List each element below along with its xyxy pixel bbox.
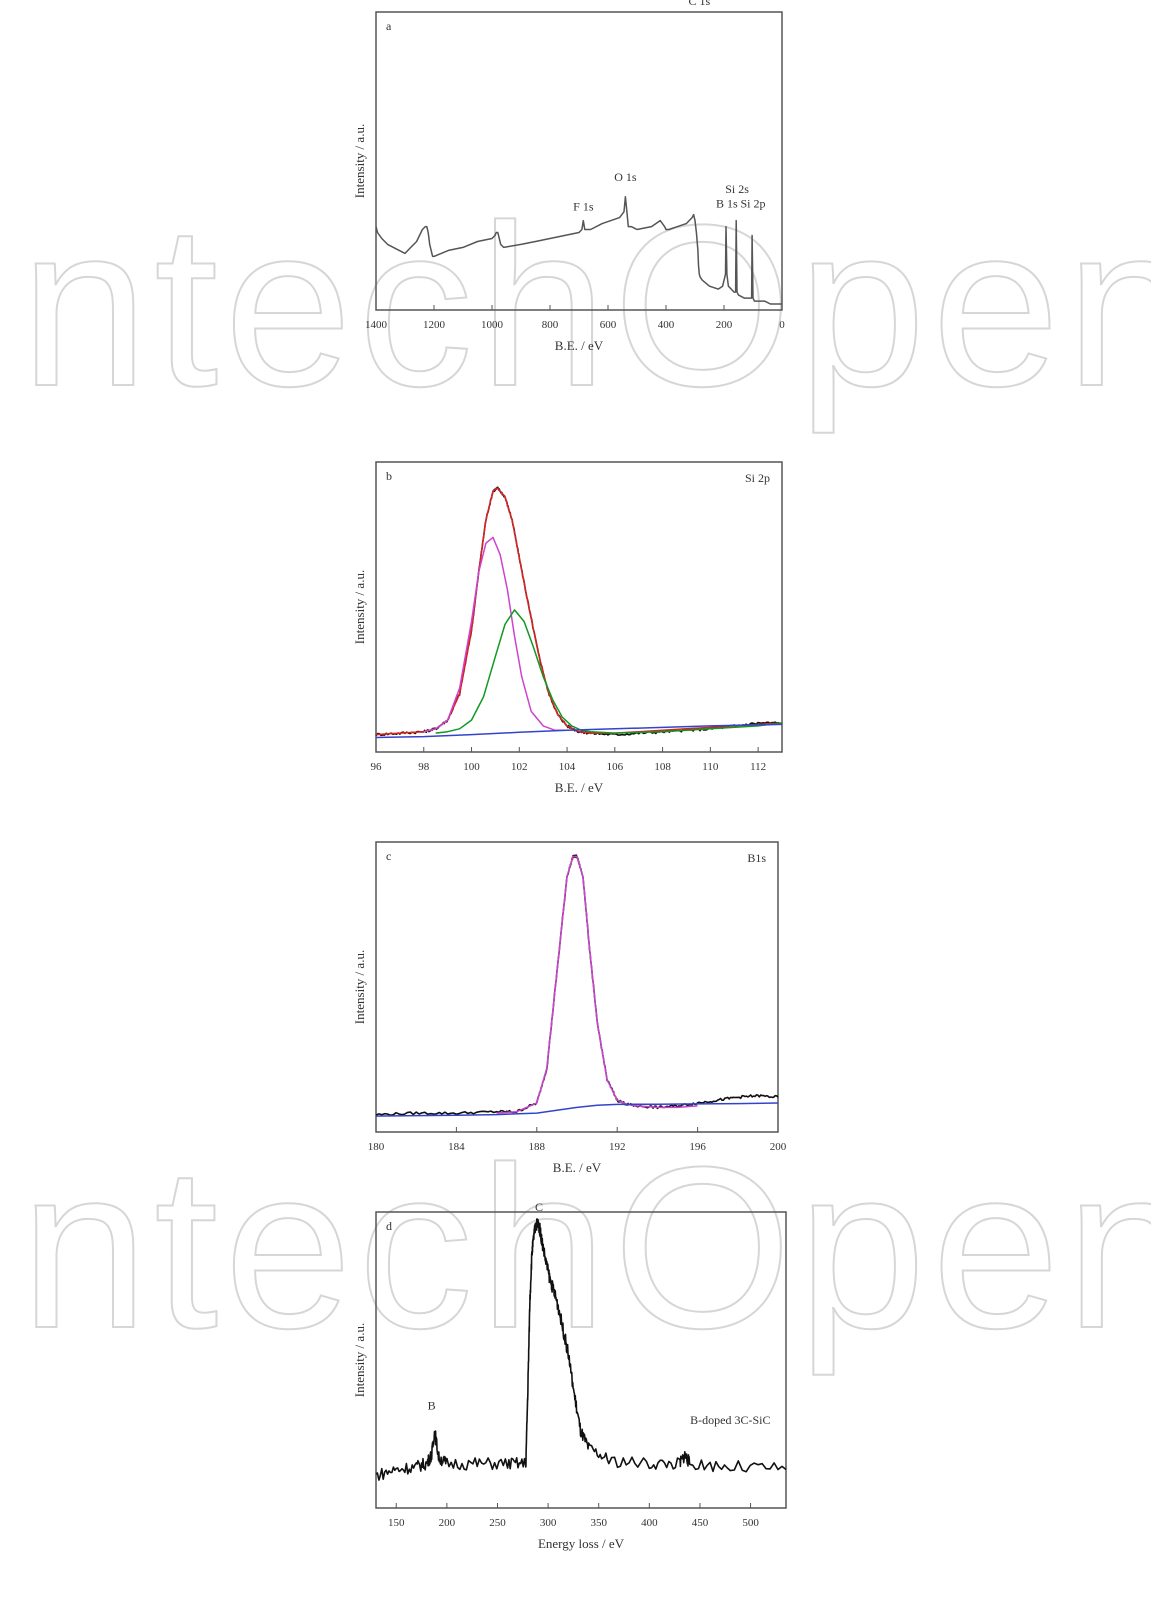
x-axis-label: B.E. / eV: [555, 780, 604, 795]
x-tick-label: 150: [388, 1517, 405, 1529]
x-tick-label: 96: [371, 761, 383, 773]
peak-annotation: F 1s: [573, 200, 594, 214]
peak-annotation: Si 2p: [740, 197, 765, 211]
series-line: [375, 486, 783, 737]
plot-frame: [375, 11, 783, 311]
x-tick-label: 180: [368, 1141, 385, 1153]
x-tick-label: 400: [641, 1517, 658, 1529]
panel-label: a: [386, 19, 392, 33]
x-tick-label: 350: [590, 1517, 607, 1529]
peak-annotation: C: [535, 1200, 543, 1214]
x-tick-label: 300: [540, 1517, 557, 1529]
panel-label: b: [386, 469, 392, 483]
series-line: [435, 609, 783, 734]
series-line: [423, 536, 568, 733]
chart-panel-a: 1400 1200 1000 800 600 400 200 0 a C 1s O 1s F 1s Si…: [352, 0, 785, 353]
x-tick-label: 600: [600, 319, 617, 331]
x-tick-label: 0: [779, 319, 785, 331]
x-tick-label: 250: [489, 1517, 506, 1529]
x-tick-label: 184: [448, 1141, 465, 1153]
peak-annotation: Si 2s: [725, 182, 749, 196]
series-line: [496, 855, 698, 1114]
x-tick-label: 196: [689, 1141, 706, 1153]
x-tick-label: 98: [418, 761, 430, 773]
x-tick-label: 200: [439, 1517, 456, 1529]
x-tick-label: 110: [702, 761, 719, 773]
plot-frame: [375, 461, 783, 753]
x-tick-label: 1200: [423, 319, 446, 331]
x-tick-label: 1000: [481, 319, 504, 331]
x-axis-label: Energy loss / eV: [538, 1536, 625, 1551]
y-axis-label: Intensity / a.u.: [352, 1323, 367, 1397]
y-axis-label: Intensity / a.u.: [352, 124, 367, 198]
series-line: [375, 723, 783, 739]
peak-annotation: B-doped 3C-SiC: [690, 1413, 770, 1427]
series-line: [375, 487, 783, 736]
y-axis-label: Intensity / a.u.: [352, 950, 367, 1024]
series-line: [375, 1218, 787, 1481]
x-tick-label: 500: [742, 1517, 759, 1529]
x-tick-label: 188: [529, 1141, 546, 1153]
watermark-text: IntechOpen: [0, 1152, 1151, 1376]
peak-annotation: B 1s: [716, 197, 738, 211]
watermark-top: IntechOpen: [0, 210, 1151, 435]
peak-annotation: B: [428, 1398, 436, 1412]
peak-annotation: C 1s: [689, 0, 711, 8]
series-line: [375, 1102, 779, 1117]
x-axis-label: B.E. / eV: [553, 1160, 602, 1175]
x-tick-label: 1400: [365, 319, 388, 331]
series-line: [375, 196, 782, 305]
panel-label: d: [386, 1219, 392, 1233]
corner-label: B1s: [747, 851, 766, 865]
plot-frame: [375, 841, 779, 1133]
x-axis-label: B.E. / eV: [555, 338, 604, 353]
x-tick-label: 450: [692, 1517, 709, 1529]
plot-frame: [375, 1211, 787, 1509]
x-tick-label: 200: [770, 1141, 787, 1153]
watermark-text: IntechOpen: [0, 210, 1151, 434]
x-tick-label: 104: [559, 761, 576, 773]
chart-panel-c: 180 184 188 192 196 200 c B1s B.E. / eV Intensity…: [352, 841, 787, 1175]
x-tick-label: 800: [542, 319, 559, 331]
chart-panel-d: 150 200 250 300 350 400 450 500 d C B B-doped 3C-Si…: [352, 1200, 787, 1551]
x-tick-label: 192: [609, 1141, 626, 1153]
y-axis-label: Intensity / a.u.: [352, 570, 367, 644]
x-tick-label: 106: [607, 761, 624, 773]
x-tick-label: 200: [716, 319, 733, 331]
x-tick-label: 400: [658, 319, 675, 331]
watermark-bottom: IntechOpen: [0, 1152, 1151, 1377]
panel-label: c: [386, 849, 391, 863]
peak-annotation: O 1s: [614, 170, 637, 184]
x-tick-label: 108: [654, 761, 671, 773]
chart-panel-b: 96 98 100 102 104 106 108 110 112 b Si 2p B.E. / eV…: [352, 461, 783, 795]
x-tick-label: 100: [463, 761, 480, 773]
x-tick-label: 102: [511, 761, 528, 773]
series-line: [375, 854, 779, 1116]
corner-label: Si 2p: [745, 471, 770, 485]
x-tick-label: 112: [750, 761, 766, 773]
